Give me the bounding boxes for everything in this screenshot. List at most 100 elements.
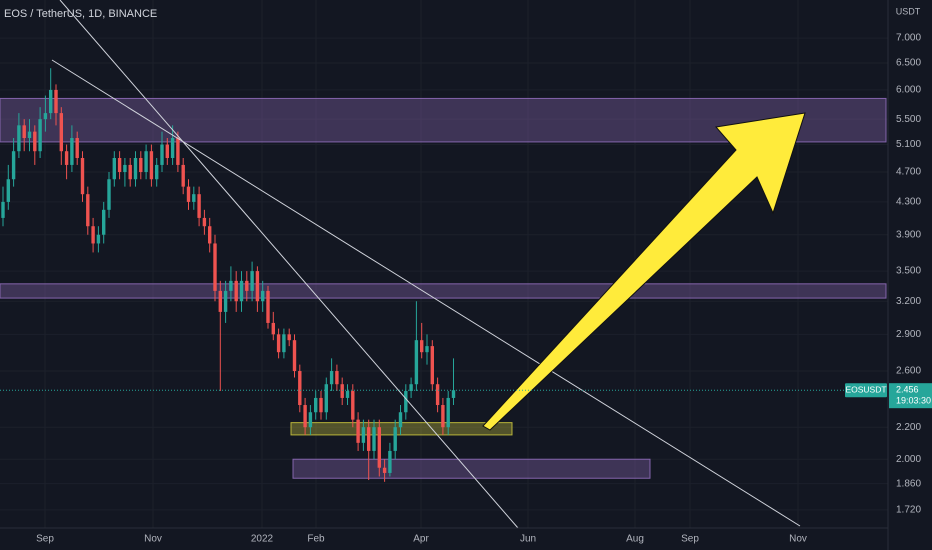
candle-body — [335, 371, 339, 385]
candle-body — [367, 427, 371, 451]
chart-title: EOS / TetherUS, 1D, BINANCE — [4, 8, 157, 20]
x-tick-label: Apr — [413, 534, 429, 545]
candle-body — [234, 280, 238, 302]
candle-body — [91, 226, 95, 244]
candle-body — [314, 397, 318, 413]
candle-body — [1, 201, 5, 218]
candle-body — [22, 125, 26, 139]
candle-body — [372, 427, 376, 451]
candle-body — [446, 397, 450, 428]
candle-body — [308, 412, 313, 428]
candle-body — [11, 151, 16, 180]
candle-body — [245, 280, 249, 291]
x-tick-label: Sep — [36, 534, 54, 545]
y-tick-label: 7.000 — [896, 33, 921, 44]
candle-body — [425, 346, 429, 353]
candle-body — [33, 131, 37, 152]
y-tick-label: 1.720 — [896, 505, 921, 516]
candle-body — [303, 405, 307, 428]
candle-body — [133, 157, 138, 180]
candle-body — [261, 290, 265, 302]
candle-body — [160, 144, 164, 165]
candle-body — [377, 427, 381, 468]
y-tick-label: 5.500 — [896, 114, 921, 125]
candle-body — [409, 384, 413, 392]
candle-body — [128, 164, 132, 180]
candle-body — [80, 157, 85, 195]
y-tick-label: 6.500 — [896, 58, 921, 69]
candle-body — [255, 271, 260, 302]
candle-body — [404, 391, 408, 413]
candle-body — [398, 412, 403, 428]
zone — [0, 283, 887, 299]
candle-body — [54, 89, 58, 114]
y-tick-label: 1.860 — [896, 478, 921, 489]
last-price: 2.456 — [896, 385, 919, 395]
x-tick-label: Sep — [681, 534, 699, 545]
candle-body — [202, 217, 207, 227]
candle-body — [64, 151, 69, 165]
candle-body — [49, 89, 53, 114]
candle-body — [223, 290, 228, 312]
candle-body — [292, 340, 297, 372]
price-tag-box — [889, 383, 932, 409]
candle-body — [6, 179, 10, 202]
y-tick-label: 3.900 — [896, 229, 921, 240]
candle-body — [319, 397, 323, 413]
candle-body — [75, 138, 79, 158]
candle-body — [213, 243, 217, 291]
candles — [1, 68, 456, 482]
candle-body — [186, 186, 191, 202]
candle-body — [218, 290, 222, 312]
candle-body — [388, 450, 392, 473]
candle-body — [170, 138, 175, 158]
candle-body — [139, 157, 143, 173]
candle-body — [192, 194, 196, 202]
candle-body — [181, 164, 185, 187]
candle-body — [96, 234, 101, 244]
trend-line — [59, 0, 519, 529]
x-tick-label: Nov — [789, 534, 807, 545]
candle-body — [451, 390, 456, 398]
candle-body — [43, 113, 48, 120]
x-tick-label: Aug — [626, 534, 644, 545]
x-tick-label: 2022 — [251, 534, 274, 545]
candle-body — [329, 371, 334, 385]
candle-body — [149, 151, 154, 180]
candle-body — [282, 334, 286, 353]
candle-body — [287, 334, 291, 341]
candle-body — [176, 138, 180, 165]
candle-body — [117, 157, 122, 173]
candle-body — [123, 164, 127, 173]
candle-body — [155, 164, 159, 180]
x-tick-label: Jun — [520, 534, 536, 545]
candle-body — [420, 340, 424, 353]
zone — [292, 458, 651, 479]
y-tick-label: 4.700 — [896, 167, 921, 178]
candle-body — [38, 119, 42, 152]
candle-body — [250, 271, 254, 291]
y-tick-label: 2.600 — [896, 366, 921, 377]
trend-line — [51, 59, 801, 527]
candle-body — [102, 209, 106, 235]
candle-body — [393, 427, 397, 451]
x-tick-label: Nov — [144, 534, 162, 545]
currency: USDT — [896, 6, 921, 16]
y-tick-label: 2.000 — [896, 454, 921, 465]
candle-body — [345, 391, 350, 398]
candle-body — [430, 346, 434, 385]
candle-body — [266, 290, 270, 323]
candle-body — [356, 419, 360, 443]
candle-body — [441, 405, 445, 428]
candle-body — [70, 138, 74, 165]
candle-body — [17, 125, 21, 152]
candle-body — [239, 280, 244, 302]
y-tick-label: 3.500 — [896, 266, 921, 277]
arrow — [482, 112, 806, 431]
candle-body — [197, 194, 201, 218]
y-tick-label: 3.200 — [896, 296, 921, 307]
countdown: 19:03:30 — [896, 396, 931, 406]
candle-body — [229, 280, 233, 291]
